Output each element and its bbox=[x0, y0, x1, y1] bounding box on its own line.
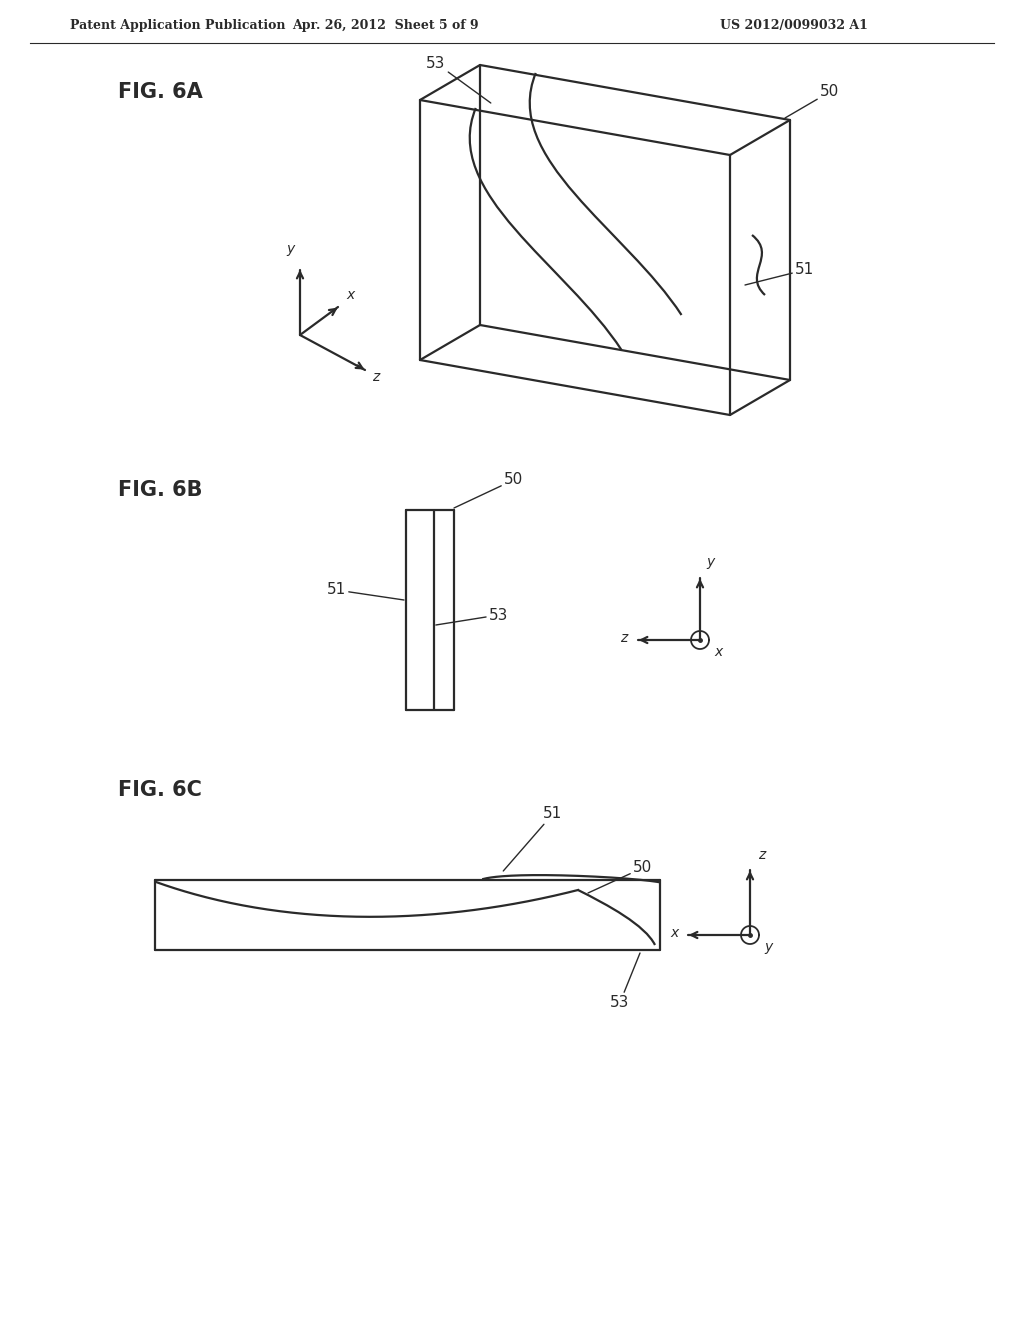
Text: Patent Application Publication: Patent Application Publication bbox=[70, 18, 286, 32]
Text: 51: 51 bbox=[327, 582, 404, 601]
Text: 53: 53 bbox=[436, 607, 508, 624]
Text: 50: 50 bbox=[785, 84, 840, 117]
Text: FIG. 6C: FIG. 6C bbox=[118, 780, 202, 800]
Text: z: z bbox=[621, 631, 628, 645]
Text: 51: 51 bbox=[503, 807, 562, 871]
Text: FIG. 6B: FIG. 6B bbox=[118, 480, 203, 500]
Text: y: y bbox=[764, 940, 772, 954]
Text: x: x bbox=[714, 645, 722, 659]
Text: x: x bbox=[670, 927, 678, 940]
Text: z: z bbox=[373, 370, 380, 384]
Text: x: x bbox=[346, 288, 354, 302]
Text: 51: 51 bbox=[745, 263, 814, 285]
Text: Apr. 26, 2012  Sheet 5 of 9: Apr. 26, 2012 Sheet 5 of 9 bbox=[292, 18, 478, 32]
Text: z: z bbox=[759, 847, 766, 862]
Text: 53: 53 bbox=[610, 953, 640, 1010]
Text: 50: 50 bbox=[588, 861, 652, 894]
Text: 50: 50 bbox=[454, 473, 523, 508]
Text: y: y bbox=[286, 242, 294, 256]
Text: FIG. 6A: FIG. 6A bbox=[118, 82, 203, 102]
Text: 53: 53 bbox=[426, 55, 490, 103]
Text: US 2012/0099032 A1: US 2012/0099032 A1 bbox=[720, 18, 868, 32]
Text: y: y bbox=[706, 554, 714, 569]
